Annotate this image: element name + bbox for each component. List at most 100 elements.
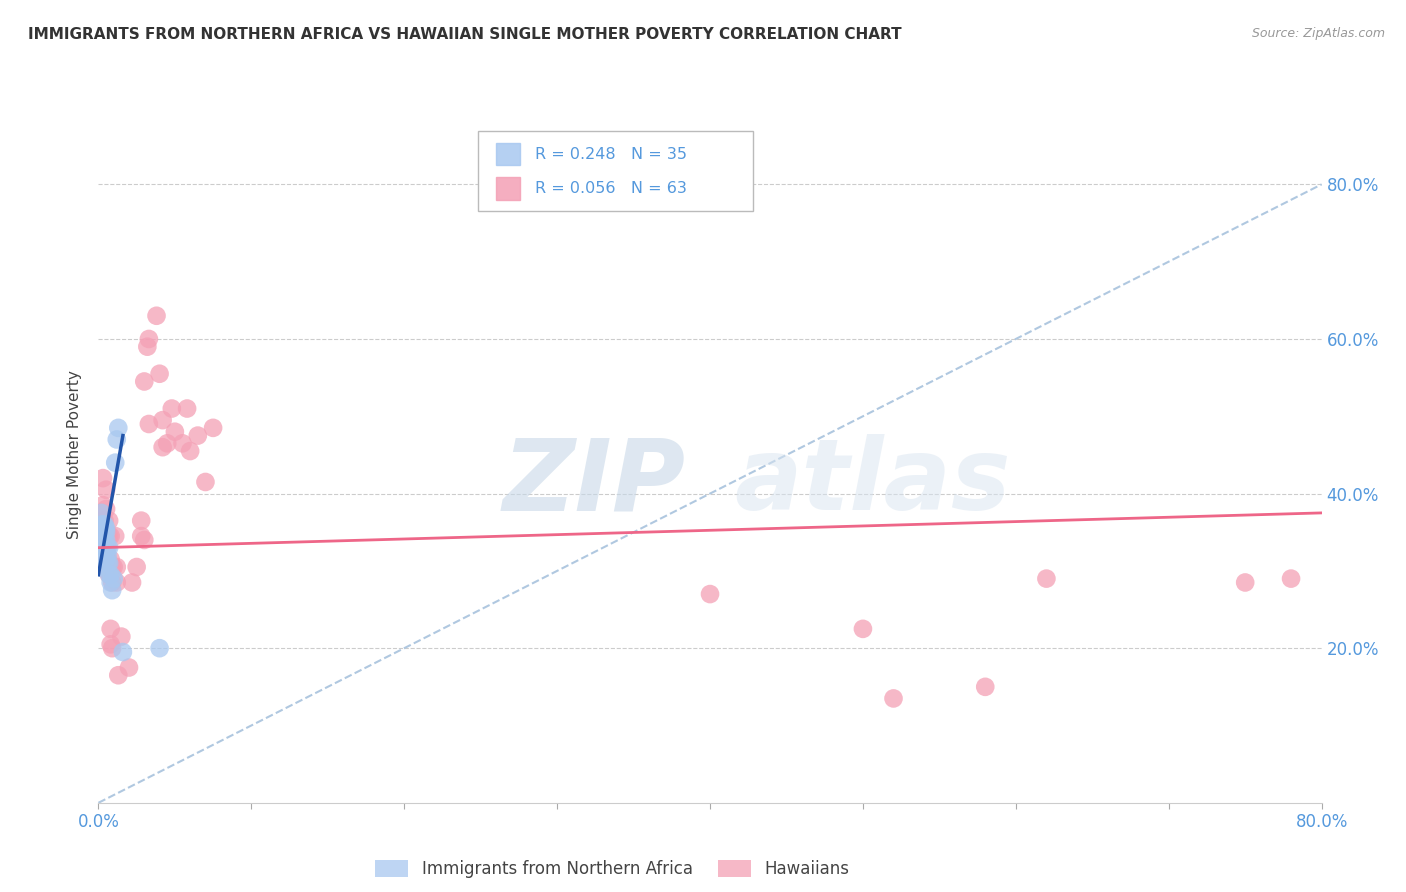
Point — [136, 340, 159, 354]
Point — [104, 529, 127, 543]
Point — [883, 691, 905, 706]
Point — [134, 375, 156, 389]
Point — [100, 622, 122, 636]
Text: R = 0.056   N = 63: R = 0.056 N = 63 — [536, 181, 688, 196]
Bar — [496, 178, 520, 200]
Point — [94, 525, 117, 540]
Text: Source: ZipAtlas.com: Source: ZipAtlas.com — [1251, 27, 1385, 40]
Point — [105, 433, 128, 447]
Point — [118, 660, 141, 674]
Y-axis label: Single Mother Poverty: Single Mother Poverty — [67, 370, 83, 540]
Point — [90, 521, 112, 535]
Point — [93, 525, 115, 540]
Point — [101, 641, 124, 656]
Point — [100, 529, 122, 543]
Legend: Immigrants from Northern Africa, Hawaiians: Immigrants from Northern Africa, Hawaiia… — [368, 854, 856, 885]
Point — [145, 309, 167, 323]
Point — [152, 413, 174, 427]
Point — [93, 544, 115, 558]
Point — [125, 560, 148, 574]
Point — [699, 587, 721, 601]
Point — [97, 564, 120, 578]
Point — [105, 560, 128, 574]
Point — [91, 525, 114, 540]
Point — [179, 444, 201, 458]
Point — [97, 529, 120, 543]
Point — [94, 521, 117, 535]
Point — [152, 440, 174, 454]
Point — [89, 541, 111, 555]
Point — [93, 529, 115, 543]
Point — [93, 537, 115, 551]
FancyBboxPatch shape — [478, 131, 752, 211]
Point — [90, 506, 112, 520]
Point — [94, 541, 117, 555]
Point — [91, 529, 114, 543]
Point — [91, 537, 114, 551]
Point — [160, 401, 183, 416]
Point — [91, 471, 114, 485]
Point — [98, 567, 121, 582]
Point — [852, 622, 875, 636]
Text: IMMIGRANTS FROM NORTHERN AFRICA VS HAWAIIAN SINGLE MOTHER POVERTY CORRELATION CH: IMMIGRANTS FROM NORTHERN AFRICA VS HAWAI… — [28, 27, 901, 42]
Point — [98, 556, 121, 570]
Point — [138, 332, 160, 346]
Point — [98, 541, 121, 555]
Point — [101, 560, 124, 574]
Point — [94, 552, 117, 566]
Point — [129, 529, 152, 543]
Point — [93, 517, 115, 532]
Point — [138, 417, 160, 431]
Point — [94, 525, 117, 540]
Point — [89, 552, 111, 566]
Point — [100, 575, 122, 590]
Point — [121, 575, 143, 590]
Point — [149, 641, 172, 656]
Point — [94, 544, 117, 558]
Point — [110, 630, 132, 644]
Text: R = 0.248   N = 35: R = 0.248 N = 35 — [536, 147, 688, 161]
Point — [93, 514, 115, 528]
Point — [97, 541, 120, 555]
Point — [94, 502, 117, 516]
Point — [90, 506, 112, 520]
Point — [202, 421, 225, 435]
Point — [94, 533, 117, 547]
Point — [98, 514, 121, 528]
Point — [111, 645, 134, 659]
Point — [91, 525, 114, 540]
Point — [101, 583, 124, 598]
Point — [194, 475, 217, 489]
Point — [97, 556, 120, 570]
Point — [1279, 572, 1302, 586]
Point — [107, 421, 129, 435]
Point — [187, 428, 209, 442]
Point — [163, 425, 186, 439]
Point — [103, 572, 125, 586]
Point — [100, 567, 122, 582]
Point — [100, 637, 122, 651]
Point — [156, 436, 179, 450]
Point — [101, 575, 124, 590]
Point — [1035, 572, 1057, 586]
Point — [89, 560, 111, 574]
Point — [90, 517, 112, 532]
Bar — [496, 144, 520, 166]
Point — [1234, 575, 1257, 590]
Point — [97, 552, 120, 566]
Point — [172, 436, 194, 450]
Point — [90, 521, 112, 535]
Point — [93, 537, 115, 551]
Point — [94, 544, 117, 558]
Point — [94, 483, 117, 497]
Point — [176, 401, 198, 416]
Point — [974, 680, 997, 694]
Point — [93, 521, 115, 535]
Point — [91, 514, 114, 528]
Point — [134, 533, 156, 547]
Point — [129, 514, 152, 528]
Text: ZIP: ZIP — [502, 434, 686, 532]
Point — [100, 552, 122, 566]
Point — [105, 575, 128, 590]
Point — [98, 529, 121, 543]
